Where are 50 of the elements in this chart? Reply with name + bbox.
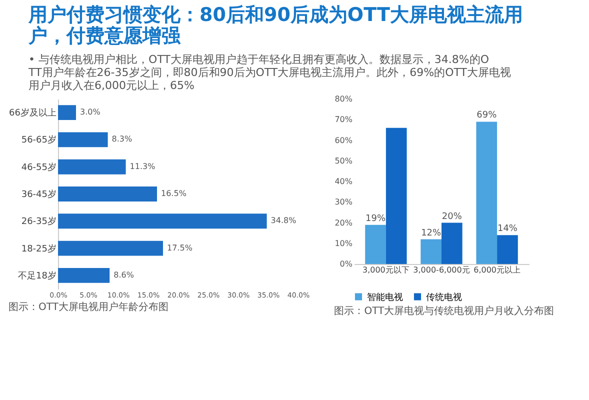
legend-label: 传统电视 bbox=[426, 292, 462, 303]
bar bbox=[386, 128, 407, 264]
y-tick-label: 36-45岁 bbox=[21, 189, 56, 200]
x-tick-label: 3,000-6,000元 bbox=[413, 266, 470, 274]
y-tick-label: 30% bbox=[334, 198, 353, 207]
bar bbox=[58, 105, 76, 120]
data-label: 14% bbox=[497, 224, 518, 234]
data-label: 17.5% bbox=[167, 243, 193, 252]
data-label: 34.8% bbox=[270, 216, 297, 226]
bar bbox=[58, 214, 267, 229]
y-tick-label: 50% bbox=[334, 156, 353, 166]
bar bbox=[58, 186, 157, 202]
y-tick-label: 80% bbox=[334, 94, 353, 104]
data-label: 12% bbox=[421, 228, 442, 238]
bar bbox=[476, 122, 498, 264]
y-tick-label: 不足18岁 bbox=[18, 270, 56, 282]
x-tick-label: 6,000元以上 bbox=[474, 266, 521, 274]
bar bbox=[420, 239, 442, 264]
bar bbox=[58, 132, 108, 148]
data-label: 8.3% bbox=[112, 134, 133, 144]
chart-subtitle: • 与传统电视用户相比，OTT大屏电视用户趋于年轻化且拥有更高收入。数据显示，34.8%的OTT用户年龄在26-35岁之间，即80后和90后为OTT大屏电视主流用户。此外，69%的OTT大屏电视用户月收入在6,000元以上，65% bbox=[28, 53, 512, 92]
y-tick-label: 0% bbox=[340, 260, 353, 268]
legend-label: 智能电视 bbox=[367, 292, 403, 303]
bar bbox=[58, 268, 110, 283]
y-tick-label: 18-25岁 bbox=[21, 243, 56, 254]
data-label: 3.0% bbox=[80, 108, 101, 117]
y-tick-label: 46-55岁 bbox=[21, 162, 56, 173]
data-label: 16.5% bbox=[161, 189, 187, 198]
bar bbox=[497, 235, 518, 264]
data-label: 69% bbox=[476, 110, 498, 121]
y-tick-label: 20% bbox=[334, 218, 353, 228]
y-tick-label: 66岁及以上 bbox=[9, 108, 56, 119]
text: 图示：OTT大屏电视与传统电视用户月收入分布图 bbox=[334, 305, 554, 317]
data-label: 11.3% bbox=[130, 162, 156, 171]
bar bbox=[442, 222, 462, 264]
y-tick-label: 70% bbox=[334, 115, 353, 124]
data-label: 20% bbox=[442, 212, 462, 222]
y-tick-label: 56-65岁 bbox=[21, 134, 56, 146]
data-label: 19% bbox=[366, 214, 386, 224]
bar bbox=[365, 224, 386, 264]
x-tick-label: 3,000元以下 bbox=[362, 266, 410, 274]
y-tick-label: 26-35岁 bbox=[21, 216, 56, 228]
data-label: 8.6% bbox=[114, 270, 134, 280]
bar bbox=[58, 240, 163, 256]
y-tick-label: 10% bbox=[334, 238, 353, 248]
text: 图示：OTT大屏电视用户年龄分布图 bbox=[8, 301, 168, 313]
chart-title: 用户付费习惯变化：80后和90后成为OTT大屏电视主流用户，付费意愿增强 bbox=[28, 4, 523, 47]
y-tick-label: 60% bbox=[334, 136, 353, 145]
y-tick-label: 40% bbox=[334, 177, 353, 186]
bar bbox=[58, 159, 126, 174]
